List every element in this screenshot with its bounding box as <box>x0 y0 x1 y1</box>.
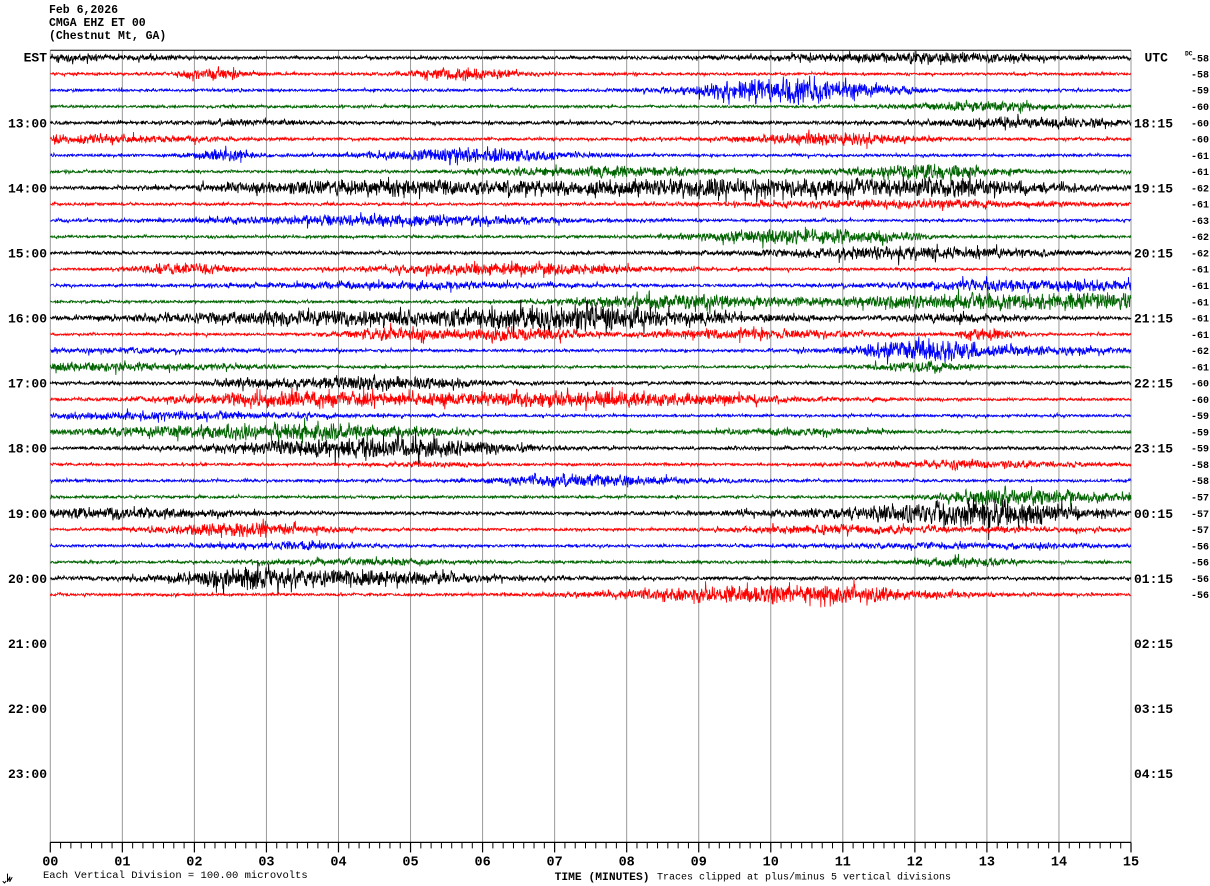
svg-text:-58: -58 <box>1191 461 1209 472</box>
svg-text:-63: -63 <box>1191 217 1209 228</box>
svg-text:-60: -60 <box>1191 103 1209 114</box>
svg-text:07: 07 <box>547 855 563 870</box>
svg-text:-58: -58 <box>1191 55 1209 66</box>
svg-text:02: 02 <box>186 855 202 870</box>
svg-text:23:00: 23:00 <box>8 767 47 782</box>
svg-text:08: 08 <box>619 855 635 870</box>
svg-text:-56: -56 <box>1191 591 1209 602</box>
svg-text:-60: -60 <box>1191 136 1209 147</box>
svg-text:TIME (MINUTES): TIME (MINUTES) <box>555 872 650 884</box>
svg-text:-56: -56 <box>1191 575 1209 586</box>
svg-text:-57: -57 <box>1191 493 1209 504</box>
svg-text:-61: -61 <box>1191 363 1209 374</box>
svg-text:-60: -60 <box>1191 380 1209 391</box>
svg-text:-58: -58 <box>1191 70 1209 81</box>
svg-text:09: 09 <box>691 855 707 870</box>
svg-text:-61: -61 <box>1191 315 1209 326</box>
svg-text:EST: EST <box>24 51 48 66</box>
svg-text:02:15: 02:15 <box>1134 637 1173 652</box>
svg-text:-57: -57 <box>1191 510 1209 521</box>
svg-text:-60: -60 <box>1191 396 1209 407</box>
svg-text:20:00: 20:00 <box>8 572 47 587</box>
svg-text:-61: -61 <box>1191 266 1209 277</box>
svg-text:UTC: UTC <box>1145 51 1169 66</box>
svg-text:-59: -59 <box>1191 428 1209 439</box>
svg-text:23:15: 23:15 <box>1134 442 1173 457</box>
svg-text:-61: -61 <box>1191 298 1209 309</box>
svg-text:06: 06 <box>474 855 490 870</box>
svg-text:15:00: 15:00 <box>8 246 47 261</box>
svg-text:-61: -61 <box>1191 152 1209 163</box>
svg-text:21:00: 21:00 <box>8 637 47 652</box>
svg-text:03: 03 <box>258 855 274 870</box>
svg-text:14:00: 14:00 <box>8 181 47 196</box>
svg-text:-57: -57 <box>1191 526 1209 537</box>
svg-text:17:00: 17:00 <box>8 377 47 392</box>
svg-text:Each Vertical Division = 100.: Each Vertical Division = 100.00 microvol… <box>43 870 308 882</box>
svg-text:22:15: 22:15 <box>1134 377 1173 392</box>
svg-text:19:00: 19:00 <box>8 507 47 522</box>
svg-text:11: 11 <box>835 855 851 870</box>
svg-text:-62: -62 <box>1191 347 1209 358</box>
svg-text:04: 04 <box>330 855 346 870</box>
svg-text:19:15: 19:15 <box>1134 181 1173 196</box>
svg-text:-61: -61 <box>1191 201 1209 212</box>
svg-text:22:00: 22:00 <box>8 702 47 717</box>
svg-text:13:00: 13:00 <box>8 116 47 131</box>
svg-text:-62: -62 <box>1191 249 1209 260</box>
svg-text:-56: -56 <box>1191 542 1209 553</box>
svg-text:18:15: 18:15 <box>1134 116 1173 131</box>
svg-text:01: 01 <box>114 855 130 870</box>
svg-text:18:00: 18:00 <box>8 442 47 457</box>
svg-text:03:15: 03:15 <box>1134 702 1173 717</box>
svg-text:10: 10 <box>763 855 779 870</box>
svg-text:-59: -59 <box>1191 412 1209 423</box>
svg-text:-61: -61 <box>1191 282 1209 293</box>
svg-text:-60: -60 <box>1191 119 1209 130</box>
svg-text:-61: -61 <box>1191 168 1209 179</box>
svg-text:00:15: 00:15 <box>1134 507 1173 522</box>
svg-text:CMGA EHZ ET 00: CMGA EHZ ET 00 <box>49 17 146 30</box>
svg-text:16:00: 16:00 <box>8 312 47 327</box>
svg-text:15: 15 <box>1123 855 1139 870</box>
svg-text:-62: -62 <box>1191 233 1209 244</box>
svg-text:-56: -56 <box>1191 559 1209 570</box>
svg-text:(Chestnut Mt, GA): (Chestnut Mt, GA) <box>49 30 166 43</box>
svg-text:14: 14 <box>1051 855 1067 870</box>
svg-text:20:15: 20:15 <box>1134 246 1173 261</box>
svg-text:00: 00 <box>42 855 58 870</box>
svg-text:-59: -59 <box>1191 87 1209 98</box>
svg-text:21:15: 21:15 <box>1134 312 1173 327</box>
svg-text:13: 13 <box>979 855 995 870</box>
svg-text:-62: -62 <box>1191 184 1209 195</box>
svg-text:04:15: 04:15 <box>1134 767 1173 782</box>
svg-text:Feb 6,2026: Feb 6,2026 <box>49 4 118 17</box>
svg-text:-58: -58 <box>1191 477 1209 488</box>
svg-text:Traces clipped at plus/minus 5: Traces clipped at plus/minus 5 vertical … <box>657 872 951 884</box>
svg-text:12: 12 <box>907 855 923 870</box>
svg-text:01:15: 01:15 <box>1134 572 1173 587</box>
svg-text:-61: -61 <box>1191 331 1209 342</box>
svg-text:-59: -59 <box>1191 445 1209 456</box>
svg-text:05: 05 <box>402 855 418 870</box>
